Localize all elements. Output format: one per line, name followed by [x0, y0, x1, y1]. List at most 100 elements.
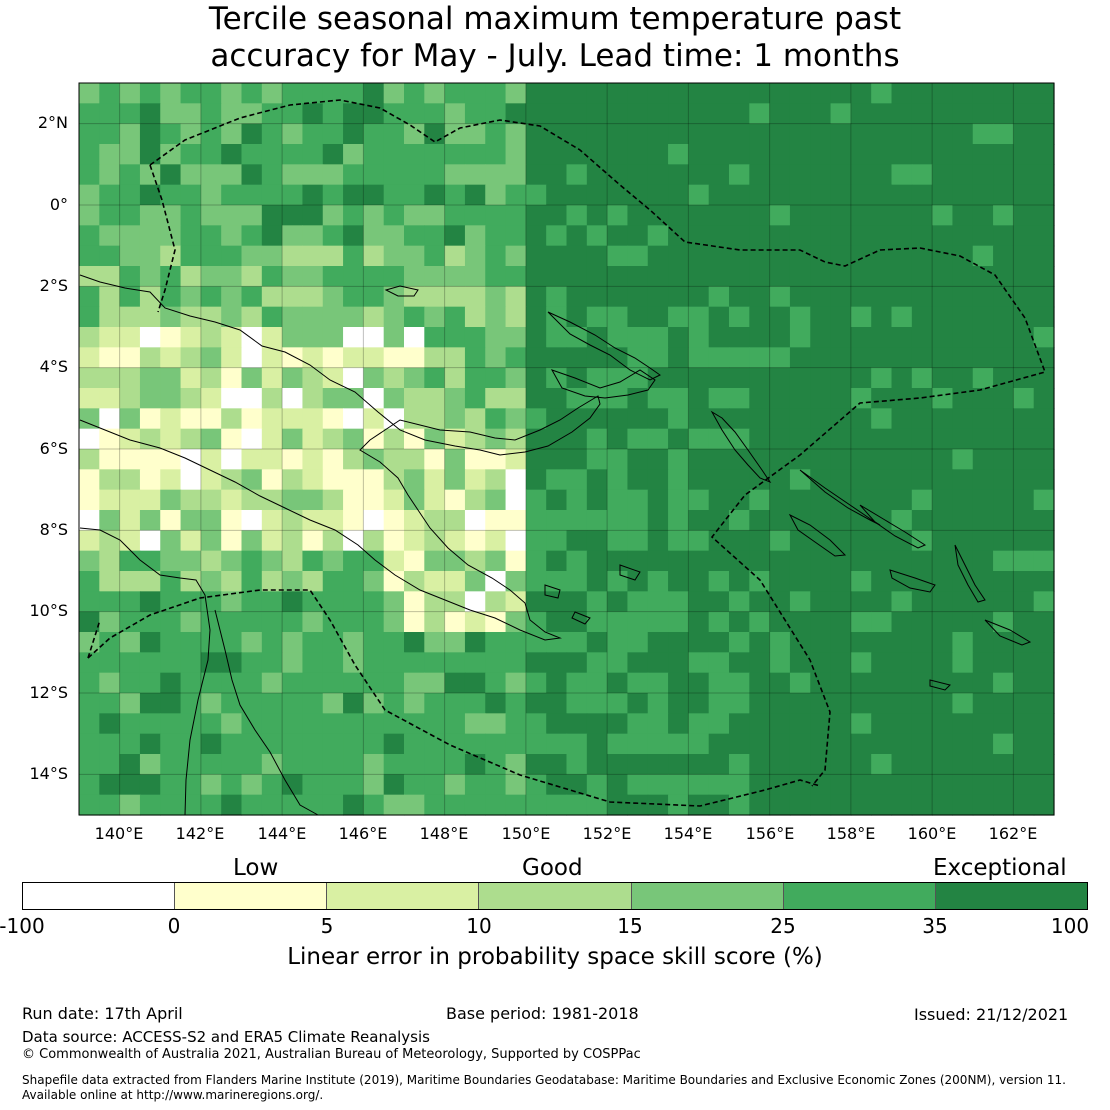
grid-cell	[749, 123, 771, 145]
grid-cell	[180, 388, 202, 409]
grid-cell	[79, 794, 100, 816]
grid-cell	[647, 266, 669, 287]
grid-cell	[769, 571, 791, 592]
grid-cell	[221, 83, 243, 104]
grid-cell	[952, 632, 974, 653]
grid-cell	[444, 225, 466, 247]
eez-png-north	[149, 99, 1047, 787]
grid-cell	[282, 245, 304, 267]
grid-cell	[322, 733, 344, 755]
grid-cell	[139, 794, 161, 816]
grid-cell	[343, 306, 364, 328]
grid-cell	[302, 83, 324, 104]
grid-cell	[200, 266, 222, 287]
grid-cell	[302, 428, 324, 450]
grid-cell	[993, 754, 1014, 775]
grid-cell	[525, 632, 547, 653]
grid-cell	[810, 632, 832, 653]
grid-cell	[282, 449, 304, 470]
grid-cell	[363, 367, 385, 389]
grid-cell	[546, 408, 568, 430]
grid-cell	[729, 571, 750, 592]
grid-cell	[871, 754, 893, 775]
grid-cell	[546, 286, 568, 308]
grid-cell	[586, 327, 608, 348]
grid-cell	[668, 469, 689, 491]
grid-cell	[789, 632, 811, 653]
grid-cell	[972, 83, 994, 104]
grid-cell	[404, 489, 425, 511]
grid-cell	[668, 347, 689, 369]
grid-cell	[79, 266, 100, 287]
grid-cell	[850, 123, 872, 145]
grid-cell	[1013, 469, 1035, 491]
grid-cell	[444, 306, 466, 328]
grid-cell	[749, 774, 771, 796]
grid-cell	[139, 367, 161, 389]
grid-cell	[993, 469, 1014, 491]
grid-cell	[1013, 794, 1035, 816]
grid-cell	[749, 327, 771, 348]
grid-cell	[404, 571, 425, 592]
grid-cell	[729, 306, 750, 328]
grid-cell	[383, 184, 405, 206]
grid-cell	[891, 225, 913, 247]
grid-cell	[830, 672, 852, 694]
grid-cell	[180, 83, 202, 104]
grid-cell	[891, 123, 913, 145]
grid-cell	[160, 347, 182, 369]
grid-cell	[241, 408, 263, 430]
grid-cell	[343, 754, 364, 775]
grid-cell	[749, 388, 771, 409]
grid-cell	[200, 184, 222, 206]
grid-cell	[972, 550, 994, 572]
grid-cell	[1033, 611, 1055, 633]
grid-cell	[302, 164, 324, 186]
grid-cell	[485, 225, 507, 247]
lat-label: 2°S	[39, 276, 68, 295]
grid-cell	[99, 327, 121, 348]
grid-cell	[586, 489, 608, 511]
grid-cell	[769, 103, 791, 125]
grid-cell	[769, 286, 791, 308]
grid-cell	[261, 693, 283, 714]
grid-cell	[444, 591, 466, 613]
grid-cell	[871, 571, 893, 592]
grid-cell	[180, 794, 202, 816]
grid-cell	[139, 144, 161, 165]
grid-cell	[891, 754, 913, 775]
grid-cell	[952, 591, 974, 613]
lon-label: 146°E	[338, 824, 388, 843]
grid-cell	[810, 388, 832, 409]
grid-cell	[607, 530, 629, 552]
grid-cell	[302, 489, 324, 511]
grid-cell	[282, 164, 304, 186]
grid-cell	[708, 306, 730, 328]
grid-cell	[343, 266, 364, 287]
grid-cell	[1033, 489, 1055, 511]
grid-cell	[99, 713, 121, 735]
grid-cell	[343, 693, 364, 714]
grid-cell	[464, 469, 486, 491]
grid-cell	[261, 733, 283, 755]
grid-cell	[586, 286, 608, 308]
grid-cell	[363, 571, 385, 592]
lon-label: 152°E	[582, 824, 632, 843]
grid-cell	[810, 611, 832, 633]
grid-cell	[139, 286, 161, 308]
grid-cell	[485, 245, 507, 267]
grid-cell	[668, 367, 689, 389]
grid-cell	[789, 469, 811, 491]
grid-cell	[444, 123, 466, 145]
grid-cell	[871, 693, 893, 714]
grid-cell	[99, 306, 121, 328]
grid-cell	[911, 144, 933, 165]
grid-cell	[952, 754, 974, 775]
grid-cell	[525, 164, 547, 186]
grid-cell	[464, 144, 486, 165]
grid-cell	[79, 164, 100, 186]
grid-cell	[627, 164, 649, 186]
grid-cell	[99, 83, 121, 104]
grid-cell	[729, 428, 750, 450]
grid-cell	[850, 794, 872, 816]
